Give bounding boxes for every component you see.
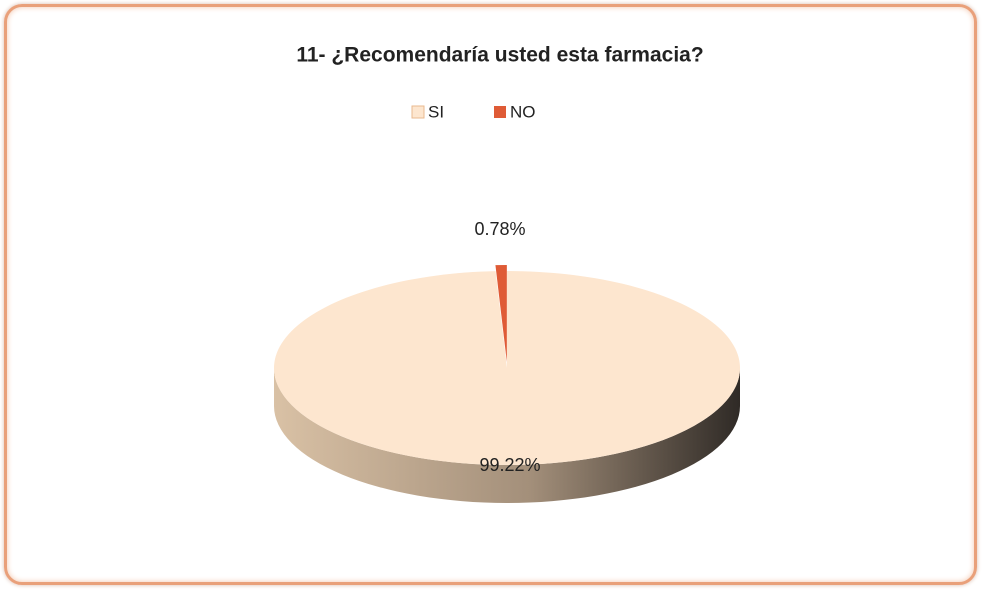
slice	[495, 265, 507, 363]
legend-swatch	[411, 105, 425, 119]
slice	[273, 271, 740, 465]
chart-title: 11- ¿Recomendaría usted esta farmacia?	[296, 44, 703, 67]
legend-swatch	[494, 106, 506, 118]
data-label: 99.22%	[479, 455, 540, 475]
legend-label: SI	[428, 102, 444, 121]
chart-frame	[4, 4, 977, 585]
slice-side	[274, 368, 740, 503]
data-label: 0.78%	[474, 219, 525, 239]
legend-label: NO	[510, 102, 536, 121]
